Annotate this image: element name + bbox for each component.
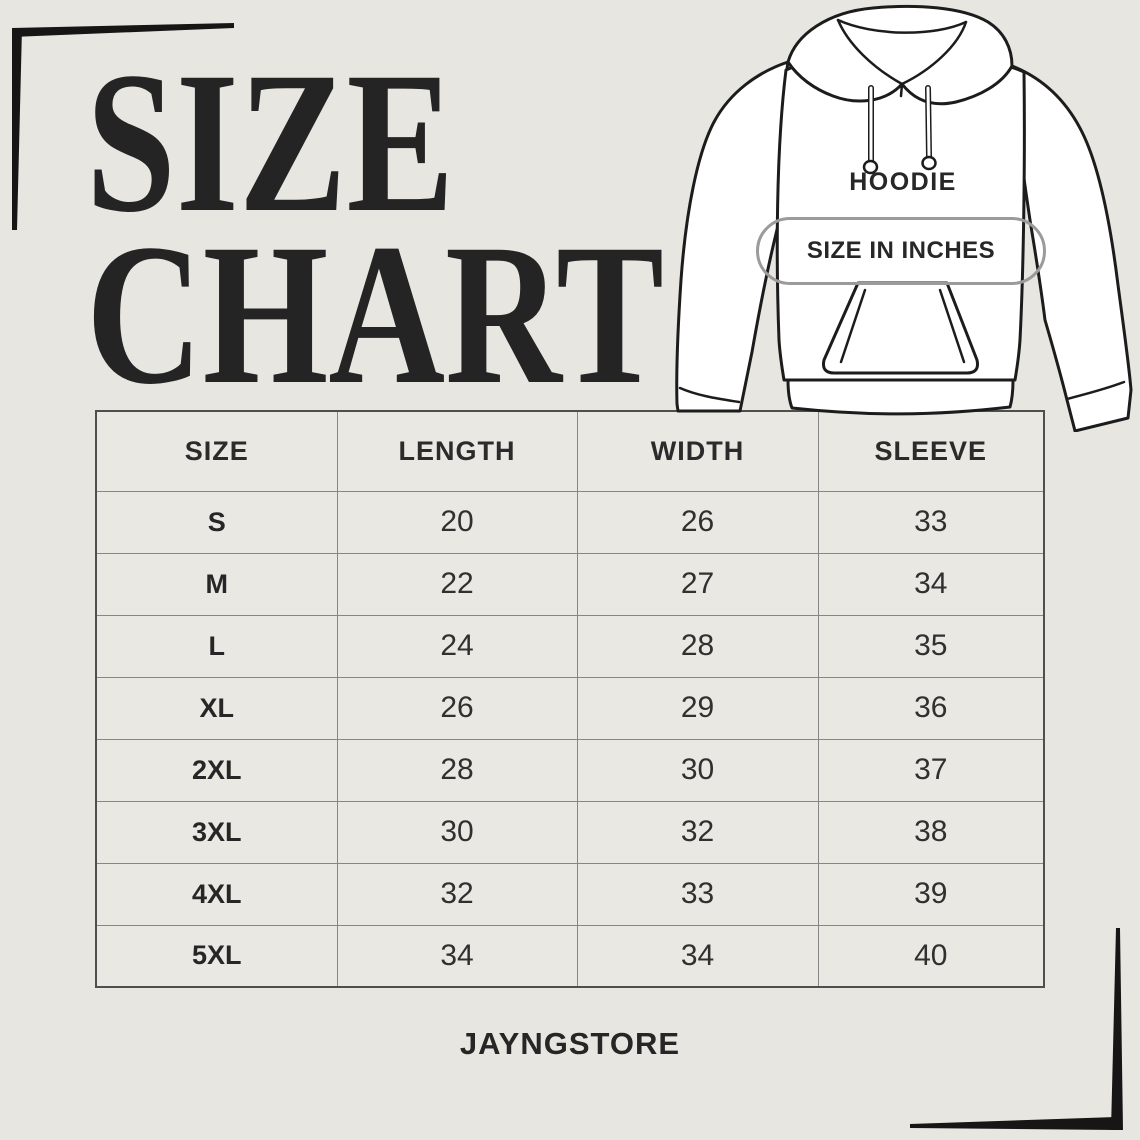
hoodie-hood-inner-left [836, 18, 904, 86]
header-size: SIZE [95, 410, 338, 492]
cell-sleeve: 36 [817, 676, 1045, 740]
cell-size: XL [95, 676, 338, 740]
cell-sleeve: 35 [817, 614, 1045, 678]
drawstring-right-aglet [921, 155, 937, 171]
hoodie-hood-v-seam [899, 82, 904, 98]
cell-length: 22 [336, 552, 578, 616]
hoodie-hood-collar [836, 18, 968, 34]
hoodie-label: HOODIE [849, 168, 957, 196]
title-line-2: CHART [86, 202, 664, 426]
header-length: LENGTH [336, 410, 578, 492]
table-row: 5XL 34 34 40 [95, 924, 1045, 988]
cell-width: 32 [576, 800, 819, 864]
drawstring-left-aglet [862, 159, 879, 175]
drawstring-right-core [926, 86, 931, 158]
table-row: XL 26 29 36 [95, 676, 1045, 740]
size-table: SIZE LENGTH WIDTH SLEEVE S 20 26 33 M 22… [95, 410, 1045, 988]
corner-bracket-bottom-right [910, 928, 1123, 1130]
hoodie-hood-inner-right [900, 20, 968, 86]
cell-width: 26 [576, 490, 819, 554]
table-row: S 20 26 33 [95, 490, 1045, 554]
table-row: 4XL 32 33 39 [95, 862, 1045, 926]
header-width: WIDTH [576, 410, 819, 492]
header-row: SIZE LENGTH WIDTH SLEEVE [95, 410, 1045, 492]
cell-length: 34 [336, 924, 578, 988]
cell-width: 33 [576, 862, 819, 926]
cell-length: 20 [336, 490, 578, 554]
cell-length: 32 [336, 862, 578, 926]
cell-sleeve: 39 [817, 862, 1045, 926]
cell-width: 28 [576, 614, 819, 678]
hoodie-right-cuff-line [1065, 380, 1126, 401]
cell-length: 30 [336, 800, 578, 864]
table-row: 2XL 28 30 37 [95, 738, 1045, 802]
cell-size: 2XL [95, 738, 338, 802]
hoodie-left-cuff-line [678, 386, 741, 404]
hoodie-pocket-seam-right [938, 288, 966, 364]
page-title: SIZE CHART [86, 30, 664, 426]
title-line-1: SIZE [86, 30, 455, 254]
hoodie-pocket [822, 281, 979, 375]
header-sleeve: SLEEVE [817, 410, 1045, 492]
table-row: 3XL 30 32 38 [95, 800, 1045, 864]
table-row: M 22 27 34 [95, 552, 1045, 616]
cell-sleeve: 34 [817, 552, 1045, 616]
size-in-inches-text: SIZE IN INCHES [806, 237, 996, 264]
cell-length: 24 [336, 614, 578, 678]
cell-size: L [95, 614, 338, 678]
cell-size: S [95, 490, 338, 554]
cell-sleeve: 38 [817, 800, 1045, 864]
cell-length: 26 [336, 676, 578, 740]
cell-sleeve: 40 [817, 924, 1045, 988]
hoodie-hem [786, 378, 1015, 416]
cell-size: M [95, 552, 338, 616]
hoodie-pocket-seam-left [839, 288, 867, 364]
cell-width: 34 [576, 924, 819, 988]
cell-width: 30 [576, 738, 819, 802]
cell-width: 27 [576, 552, 819, 616]
brand-name: JAYNGSTORE [459, 1026, 681, 1061]
cell-length: 28 [336, 738, 578, 802]
cell-size: 5XL [95, 924, 338, 988]
cell-sleeve: 37 [817, 738, 1045, 802]
cell-size: 3XL [95, 800, 338, 864]
cell-size: 4XL [95, 862, 338, 926]
hoodie-right-sleeve [1010, 64, 1133, 432]
cell-width: 29 [576, 676, 819, 740]
table-row: L 24 28 35 [95, 614, 1045, 678]
cell-sleeve: 33 [817, 490, 1045, 554]
corner-bracket-top-left [12, 23, 234, 230]
hoodie-illustration [675, 4, 1133, 432]
size-in-inches-badge: SIZE IN INCHES [756, 217, 1046, 285]
